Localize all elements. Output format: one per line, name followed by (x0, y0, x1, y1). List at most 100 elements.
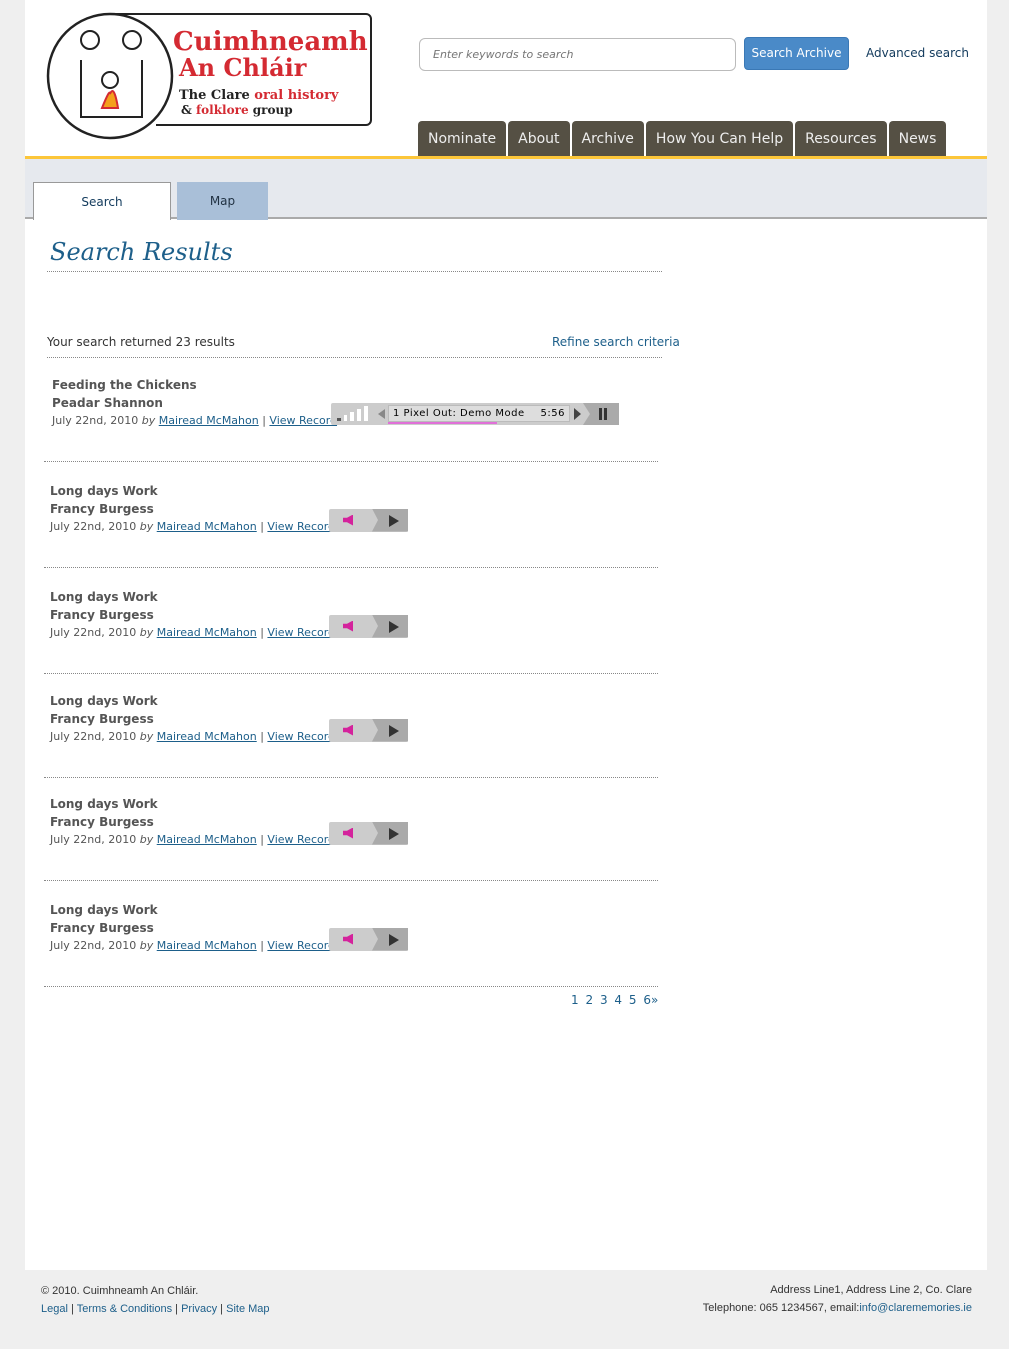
speaker-icon[interactable] (343, 724, 353, 736)
prev-icon[interactable] (378, 409, 385, 419)
page-link[interactable]: 1 (571, 993, 579, 1007)
author-link[interactable]: Mairead McMahon (158, 414, 259, 427)
by-label: by (139, 730, 154, 743)
author-link[interactable]: Mairead McMahon (156, 520, 257, 533)
play-button[interactable] (372, 927, 408, 951)
subtab-bar: Search Map (25, 159, 987, 220)
page-link[interactable]: 2 (585, 993, 594, 1007)
result-meta: July 22nd, 2010 by Mairead McMahon | Vie… (50, 730, 336, 743)
svg-text:The Clare oral history: The Clare oral history (179, 88, 339, 103)
result-date: July 22nd, 2010 (50, 626, 137, 639)
play-button[interactable] (372, 821, 408, 845)
result-person: Francy Burgess (50, 815, 154, 829)
divider (47, 271, 662, 272)
nav-about[interactable]: About (508, 121, 570, 157)
pause-button[interactable] (583, 403, 619, 425)
result-item: Long days Work Francy Burgess July 22nd,… (50, 482, 335, 536)
page-link[interactable]: 4 (614, 993, 623, 1007)
site-logo[interactable]: Cuimhneamh An Chláir The Clare oral hist… (46, 12, 373, 140)
play-button[interactable] (372, 614, 408, 638)
next-page-link[interactable]: » (650, 993, 659, 1007)
author-link[interactable]: Mairead McMahon (156, 833, 257, 846)
audio-player[interactable] (329, 508, 408, 532)
page-title: Search Results (50, 238, 233, 266)
result-date: July 22nd, 2010 (50, 520, 137, 533)
divider (44, 567, 658, 568)
result-title: Feeding the Chickens (52, 378, 197, 392)
speaker-icon[interactable] (343, 514, 353, 526)
footer-links: Legal | Terms & Conditions | Privacy | S… (41, 1303, 270, 1315)
speaker-icon[interactable] (343, 620, 353, 632)
divider (44, 777, 658, 778)
author-link[interactable]: Mairead McMahon (156, 730, 257, 743)
svg-text:Cuimhneamh: Cuimhneamh (173, 27, 368, 57)
author-link[interactable]: Mairead McMahon (156, 626, 257, 639)
by-label: by (141, 414, 156, 427)
divider (44, 673, 658, 674)
refine-search-link[interactable]: Refine search criteria (552, 335, 680, 349)
result-date: July 22nd, 2010 (52, 414, 139, 427)
progress-bar[interactable] (388, 422, 498, 424)
audio-player[interactable]: 1 Pixel Out: Demo Mode 5:56 (331, 403, 619, 425)
result-meta: July 22nd, 2010 by Mairead McMahon | Vie… (50, 626, 336, 639)
advanced-search-link[interactable]: Advanced search (866, 46, 969, 60)
play-icon (389, 620, 399, 633)
play-button[interactable] (372, 718, 408, 742)
speaker-icon[interactable] (343, 933, 353, 945)
result-meta: July 22nd, 2010 by Mairead McMahon | Vie… (50, 939, 336, 952)
play-icon (389, 827, 399, 840)
author-link[interactable]: Mairead McMahon (156, 939, 257, 952)
play-button[interactable] (372, 508, 408, 532)
nav-resources[interactable]: Resources (795, 121, 887, 157)
nav-archive[interactable]: Archive (571, 121, 644, 157)
mini-player (329, 718, 408, 742)
view-record-link[interactable]: View Record (267, 520, 336, 533)
page-link[interactable]: 5 (628, 993, 637, 1007)
result-item: Long days Work Francy Burgess July 22nd,… (50, 692, 335, 746)
play-icon (389, 514, 399, 527)
footer-link-privacy[interactable]: Privacy (181, 1303, 218, 1315)
result-meta: July 22nd, 2010 by Mairead McMahon | Vie… (50, 833, 336, 846)
footer-address: Address Line1, Address Line 2, Co. Clare (770, 1284, 972, 1296)
result-person: Francy Burgess (50, 712, 154, 726)
page-link[interactable]: 3 (599, 993, 608, 1007)
volume-icon[interactable] (335, 403, 375, 425)
view-record-link[interactable]: View Record (267, 626, 336, 639)
footer-link-terms[interactable]: Terms & Conditions (76, 1303, 173, 1315)
view-record-link[interactable]: View Record (267, 730, 336, 743)
result-person: Francy Burgess (50, 921, 154, 935)
search-input[interactable] (419, 38, 736, 71)
speaker-icon[interactable] (343, 827, 353, 839)
track-time: 5:56 (540, 408, 565, 419)
nav-news[interactable]: News (888, 121, 947, 157)
result-meta: July 22nd, 2010 by Mairead McMahon | Vie… (50, 520, 336, 533)
view-record-link[interactable]: View Record (267, 833, 336, 846)
divider (44, 880, 658, 881)
footer-phone: Telephone: 065 1234567, email: (702, 1302, 860, 1314)
nav-how-you-can-help[interactable]: How You Can Help (645, 121, 794, 157)
audio-player[interactable] (329, 821, 408, 845)
result-date: July 22nd, 2010 (50, 730, 137, 743)
tab-search[interactable]: Search (33, 182, 171, 220)
page: Cuimhneamh An Chláir The Clare oral hist… (25, 0, 987, 1270)
view-record-link[interactable]: View Record (267, 939, 336, 952)
audio-player[interactable] (329, 927, 408, 951)
audio-player[interactable] (329, 718, 408, 742)
by-label: by (139, 939, 154, 952)
search-archive-button[interactable]: Search Archive (744, 37, 849, 70)
footer-email-link[interactable]: info@clarememories.ie (859, 1302, 972, 1314)
result-person: Francy Burgess (50, 502, 154, 516)
page-link[interactable]: 6 (643, 993, 651, 1007)
footer-link-legal[interactable]: Legal (41, 1303, 68, 1315)
footer-link-sitemap[interactable]: Site Map (226, 1303, 270, 1315)
view-record-link[interactable]: View Record (269, 414, 338, 427)
play-icon (389, 933, 399, 946)
next-icon[interactable] (574, 408, 581, 420)
track-title: 1 Pixel Out: Demo Mode (393, 408, 525, 419)
audio-player[interactable] (329, 614, 408, 638)
player-bar: 1 Pixel Out: Demo Mode 5:56 (331, 403, 619, 425)
play-icon (389, 724, 399, 737)
result-title: Long days Work (50, 903, 158, 917)
nav-nominate[interactable]: Nominate (418, 121, 507, 157)
tab-map[interactable]: Map (177, 182, 268, 220)
